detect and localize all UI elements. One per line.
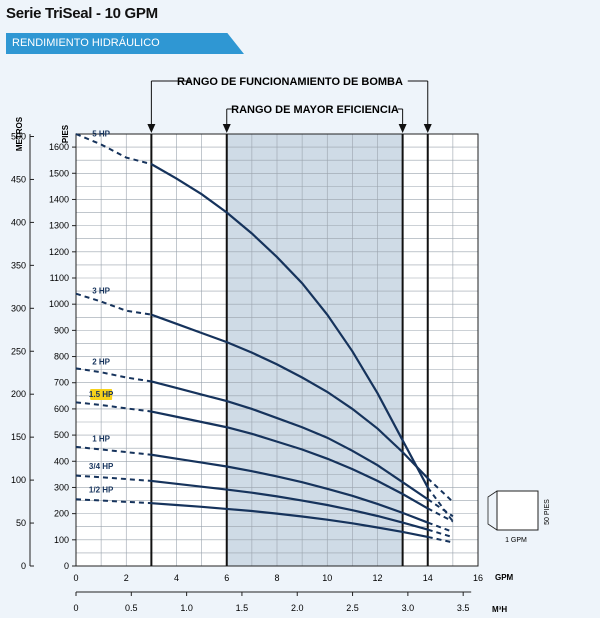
curve-solid — [151, 479, 429, 531]
y2-tick-label: 350 — [11, 260, 26, 270]
series-label: 3/4 HP — [89, 462, 114, 471]
curve-dashed-right — [427, 528, 454, 539]
curve-dashed-right — [426, 486, 454, 523]
y-tick-label: 300 — [54, 482, 69, 492]
x2-tick-label: 2.0 — [291, 603, 304, 613]
y-tick-label: 700 — [54, 378, 69, 388]
x-tick-label: 10 — [322, 573, 332, 583]
x2-tick-label: 0 — [73, 603, 78, 613]
curve-solid — [151, 380, 429, 501]
series-label: 1.5 HP — [89, 390, 114, 399]
y2-tick-label: 250 — [11, 346, 26, 356]
scale-box-pointer — [487, 490, 498, 531]
y-tick-label: 1000 — [49, 299, 69, 309]
x2-tick-label: 3.0 — [402, 603, 415, 613]
y2-tick-label: 400 — [11, 217, 26, 227]
y2-tick-label: 100 — [11, 475, 26, 485]
series-label: 1/2 HP — [89, 486, 114, 495]
x2-tick-label: 1.5 — [236, 603, 249, 613]
y-tick-label: 800 — [54, 352, 69, 362]
series-label: 3 HP — [92, 287, 110, 296]
y-tick-label: 100 — [54, 535, 69, 545]
efficiency-band — [226, 134, 403, 566]
curve-dashed-left — [75, 133, 152, 166]
curve-dashed-right — [427, 535, 454, 544]
y-tick-label: 600 — [54, 404, 69, 414]
efficiency-range-label: RANGO DE MAYOR EFICIENCIA — [231, 104, 399, 116]
y-tick-label: 900 — [54, 325, 69, 335]
y-axis-label-pies: PIES — [61, 124, 70, 143]
x-tick-label: 4 — [174, 573, 179, 583]
y-tick-label: 400 — [54, 456, 69, 466]
curve-dashed-left — [75, 474, 152, 482]
curve-dashed-right — [427, 521, 454, 533]
section-banner: RENDIMIENTO HIDRÁULICO — [6, 33, 244, 54]
range-arrowhead — [423, 124, 432, 133]
plot-frame — [75, 133, 479, 567]
x-tick-label: 6 — [224, 573, 229, 583]
series-label: 1 HP — [92, 434, 110, 443]
x-tick-label: 14 — [423, 573, 433, 583]
scale-box — [496, 490, 539, 531]
range-arrowhead — [222, 124, 231, 133]
y-tick-label: 1300 — [49, 221, 69, 231]
curve-solid — [151, 502, 428, 539]
curve-dashed-right — [427, 477, 454, 503]
y-tick-label: 1500 — [49, 168, 69, 178]
y-tick-label: 1600 — [49, 142, 69, 152]
range-arrowhead — [398, 124, 407, 133]
curve-solid — [150, 313, 429, 480]
range-arrowhead — [147, 124, 156, 133]
y2-tick-label: 50 — [16, 518, 26, 528]
y-tick-label: 0 — [64, 561, 69, 571]
curve-dashed-left — [75, 292, 152, 316]
x-axis-label-gpm: GPM — [495, 573, 514, 582]
series-label: 2 HP — [92, 357, 110, 366]
x-tick-label: 8 — [274, 573, 279, 583]
scale-box-x-label: 1 GPM — [505, 537, 527, 544]
curve-solid — [150, 163, 429, 488]
x2-tick-label: 0.5 — [125, 603, 138, 613]
x-tick-label: 2 — [124, 573, 129, 583]
y2-tick-label: 0 — [21, 561, 26, 571]
x-tick-label: 0 — [73, 573, 78, 583]
y2-tick-label: 300 — [11, 303, 26, 313]
x2-tick-label: 2.5 — [346, 603, 359, 613]
page-title: Serie TriSeal - 10 GPM — [6, 5, 158, 22]
curve-dashed-left — [75, 367, 152, 383]
x-tick-label: 12 — [372, 573, 382, 583]
scale-box-y-label: 50 PIES — [544, 499, 551, 525]
curve-solid — [151, 453, 429, 524]
y-tick-label: 1100 — [50, 273, 69, 283]
operating-range-label: RANGO DE FUNCIONAMIENTO DE BOMBA — [177, 76, 403, 88]
curve-dashed-left — [75, 445, 152, 456]
y2-tick-label: 200 — [11, 389, 26, 399]
y2-tick-label: 150 — [11, 432, 26, 442]
x2-axis-label-m3h: M³H — [492, 605, 507, 614]
x2-tick-label: 1.0 — [180, 603, 193, 613]
curve-solid — [151, 410, 429, 510]
curve-dashed-left — [75, 401, 152, 413]
y-tick-label: 500 — [54, 430, 69, 440]
y2-tick-label: 500 — [11, 132, 26, 142]
curve-dashed-left — [75, 498, 152, 505]
curve-dashed-right — [427, 507, 454, 523]
x-tick-label: 16 — [473, 573, 483, 583]
y-tick-label: 200 — [54, 509, 69, 519]
series-label: 5 HP — [92, 129, 110, 138]
y2-axis-label-metros: METROS — [15, 116, 24, 151]
y2-tick-label: 450 — [11, 174, 26, 184]
hp-badge — [90, 388, 113, 400]
y-tick-label: 1400 — [49, 194, 69, 204]
y-tick-label: 1200 — [49, 247, 69, 257]
x2-tick-label: 3.5 — [457, 603, 470, 613]
